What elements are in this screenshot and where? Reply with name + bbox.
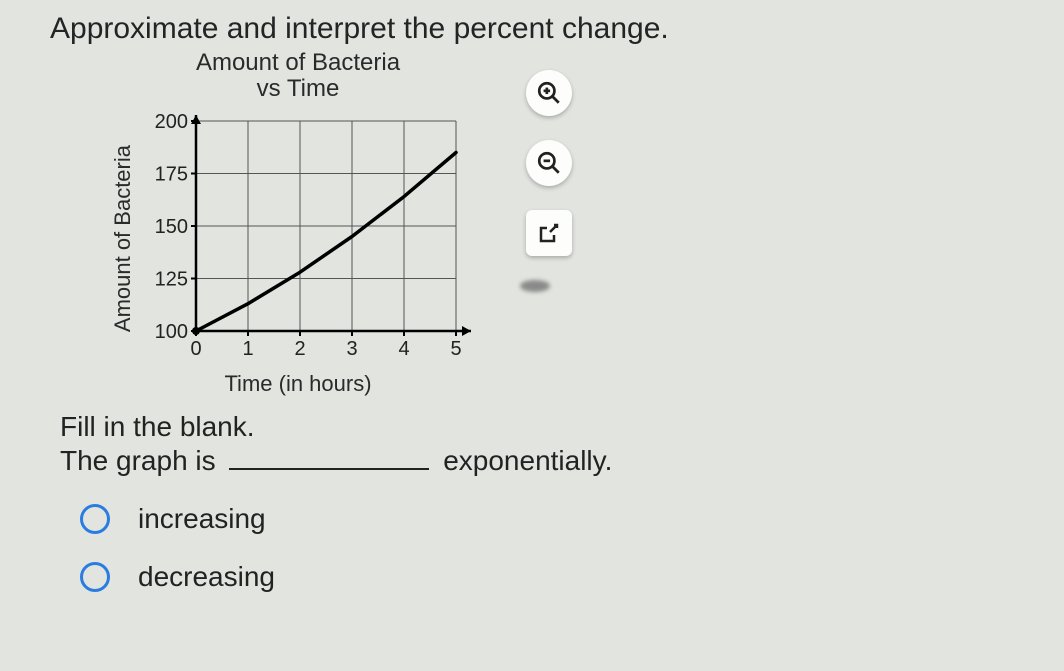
svg-text:1: 1 bbox=[242, 338, 253, 360]
chart-title-line1: Amount of Bacteria bbox=[196, 49, 400, 76]
y-axis-label: Amount of Bacteria bbox=[110, 145, 136, 332]
sentence-after: exponentially. bbox=[443, 445, 612, 476]
fill-sentence: The graph is exponentially. bbox=[60, 445, 1064, 477]
sentence-before: The graph is bbox=[60, 445, 216, 476]
option-increasing[interactable]: increasing bbox=[80, 503, 1064, 535]
option-label: increasing bbox=[138, 503, 266, 535]
popout-button[interactable] bbox=[526, 210, 572, 256]
chart-block: Amount of Bacteria vs Time Amount of Bac… bbox=[110, 50, 486, 397]
zoom-in-button[interactable] bbox=[526, 70, 572, 116]
svg-text:150: 150 bbox=[155, 216, 188, 238]
svg-text:200: 200 bbox=[155, 111, 188, 133]
chart-svg: 100 125 150 175 200 0 1 2 3 4 5 bbox=[146, 109, 486, 369]
svg-text:100: 100 bbox=[155, 321, 188, 343]
svg-text:175: 175 bbox=[155, 163, 188, 185]
zoom-out-button[interactable] bbox=[526, 140, 572, 186]
radio-icon bbox=[80, 562, 110, 592]
svg-text:3: 3 bbox=[346, 338, 357, 360]
tool-column bbox=[526, 70, 572, 256]
radio-icon bbox=[80, 504, 110, 534]
blank-field[interactable] bbox=[229, 468, 429, 470]
svg-text:5: 5 bbox=[450, 338, 461, 360]
fill-prompt: Fill in the blank. bbox=[60, 411, 1064, 443]
svg-text:4: 4 bbox=[398, 338, 409, 360]
svg-text:125: 125 bbox=[155, 268, 188, 290]
chart-title: Amount of Bacteria vs Time bbox=[196, 50, 400, 103]
option-label: decreasing bbox=[138, 561, 275, 593]
popout-icon bbox=[537, 221, 561, 245]
option-decreasing[interactable]: decreasing bbox=[80, 561, 1064, 593]
zoom-in-icon bbox=[536, 80, 562, 106]
options-group: increasing decreasing bbox=[80, 503, 1064, 593]
svg-text:2: 2 bbox=[294, 338, 305, 360]
chart-title-line2: vs Time bbox=[257, 75, 340, 102]
smudge-mark bbox=[520, 280, 550, 292]
question-title: Approximate and interpret the percent ch… bbox=[50, 12, 1064, 46]
x-axis-label: Time (in hours) bbox=[224, 371, 371, 397]
svg-text:0: 0 bbox=[190, 338, 201, 360]
zoom-out-icon bbox=[536, 150, 562, 176]
